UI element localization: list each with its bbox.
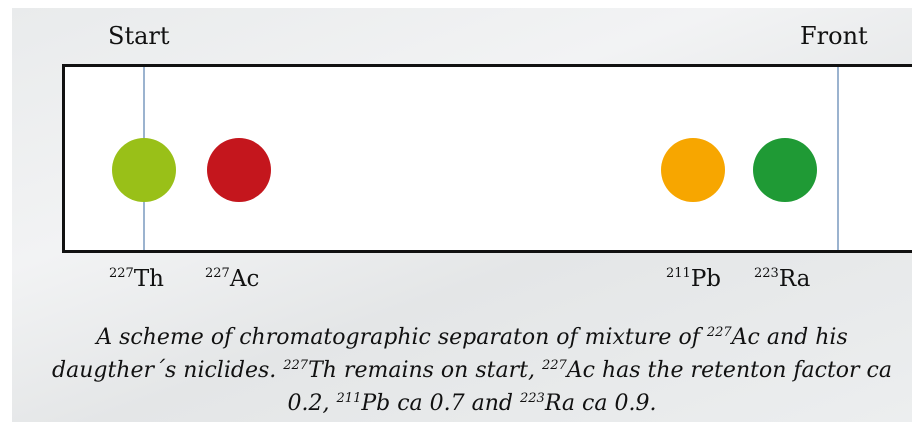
label-ac227: 227Ac bbox=[205, 266, 260, 292]
chromatography-plate bbox=[62, 64, 912, 253]
spot-ac227 bbox=[207, 138, 271, 202]
front-label: Front bbox=[800, 22, 868, 50]
spot-ra223 bbox=[753, 138, 817, 202]
label-ra223: 223Ra bbox=[754, 266, 811, 292]
slide: Start Front 227Th 227Ac 211Pb 223Ra A sc… bbox=[12, 8, 912, 422]
spot-pb211 bbox=[661, 138, 725, 202]
label-th227: 227Th bbox=[109, 266, 164, 292]
caption: A scheme of chromatographic separaton of… bbox=[52, 325, 892, 416]
start-label: Start bbox=[108, 22, 170, 50]
spot-th227 bbox=[112, 138, 176, 202]
front-line bbox=[837, 67, 839, 250]
label-pb211: 211Pb bbox=[666, 266, 722, 292]
